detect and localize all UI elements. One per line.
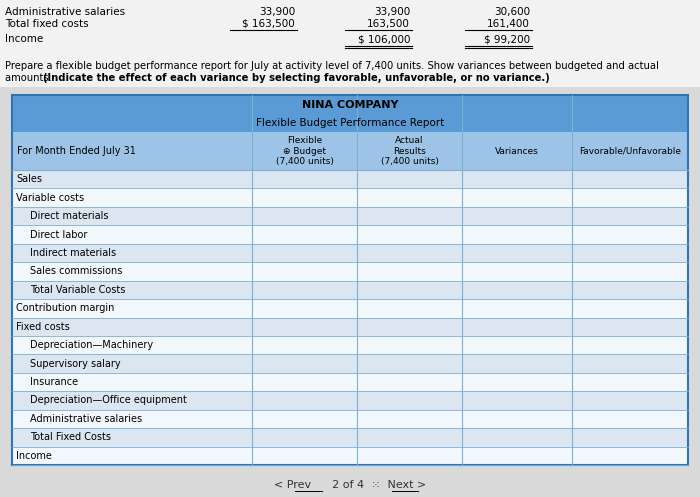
- Bar: [12, 95, 688, 465]
- Bar: [12, 299, 688, 318]
- Text: Income: Income: [16, 451, 52, 461]
- Text: 163,500: 163,500: [367, 19, 410, 29]
- Text: $ 163,500: $ 163,500: [242, 19, 295, 29]
- Text: Administrative salaries: Administrative salaries: [30, 414, 142, 424]
- Bar: [12, 244, 688, 262]
- Text: Depreciation—Office equipment: Depreciation—Office equipment: [30, 396, 187, 406]
- Text: Insurance: Insurance: [30, 377, 78, 387]
- Text: (Indicate the effect of each variance by selecting favorable, unfavorable, or no: (Indicate the effect of each variance by…: [43, 73, 550, 83]
- Text: Sales commissions: Sales commissions: [30, 266, 122, 276]
- Text: Administrative salaries: Administrative salaries: [5, 7, 125, 17]
- Text: Indirect materials: Indirect materials: [30, 248, 116, 258]
- Bar: [12, 225, 688, 244]
- Bar: [12, 318, 688, 336]
- Text: Favorable/Unfavorable: Favorable/Unfavorable: [579, 147, 681, 156]
- Bar: [0, 0, 700, 87]
- Text: Flexible
⊕ Budget
(7,400 units): Flexible ⊕ Budget (7,400 units): [276, 136, 333, 166]
- Text: Actual
Results
(7,400 units): Actual Results (7,400 units): [381, 136, 438, 166]
- Text: Income: Income: [5, 34, 43, 44]
- Text: Contribution margin: Contribution margin: [16, 303, 114, 313]
- Text: $ 106,000: $ 106,000: [358, 34, 410, 44]
- Text: Variances: Variances: [495, 147, 539, 156]
- Text: Flexible Budget Performance Report: Flexible Budget Performance Report: [256, 118, 444, 129]
- Text: Total fixed costs: Total fixed costs: [5, 19, 89, 29]
- Text: Direct labor: Direct labor: [30, 230, 88, 240]
- Text: 161,400: 161,400: [487, 19, 530, 29]
- Bar: [12, 132, 688, 170]
- Bar: [12, 188, 688, 207]
- Text: Prepare a flexible budget performance report for July at activity level of 7,400: Prepare a flexible budget performance re…: [5, 61, 659, 71]
- Text: 33,900: 33,900: [259, 7, 295, 17]
- Bar: [12, 373, 688, 391]
- Bar: [12, 447, 688, 465]
- Text: Sales: Sales: [16, 174, 42, 184]
- Bar: [12, 391, 688, 410]
- Bar: [12, 207, 688, 225]
- Bar: [12, 95, 688, 115]
- Text: Direct materials: Direct materials: [30, 211, 108, 221]
- Text: NINA COMPANY: NINA COMPANY: [302, 100, 398, 110]
- Bar: [12, 410, 688, 428]
- Text: 33,900: 33,900: [374, 7, 410, 17]
- Text: < Prev      2 of 4  ⁙  Next >: < Prev 2 of 4 ⁙ Next >: [274, 480, 426, 490]
- Bar: [12, 336, 688, 354]
- Text: $ 99,200: $ 99,200: [484, 34, 530, 44]
- Bar: [12, 170, 688, 188]
- Text: Total Variable Costs: Total Variable Costs: [30, 285, 125, 295]
- Bar: [12, 428, 688, 447]
- Bar: [12, 115, 688, 132]
- Text: Total Fixed Costs: Total Fixed Costs: [30, 432, 111, 442]
- Bar: [12, 281, 688, 299]
- Bar: [12, 354, 688, 373]
- Text: For Month Ended July 31: For Month Ended July 31: [17, 146, 136, 156]
- Text: Supervisory salary: Supervisory salary: [30, 359, 120, 369]
- Text: Fixed costs: Fixed costs: [16, 322, 70, 331]
- Text: Variable costs: Variable costs: [16, 193, 84, 203]
- Text: 30,600: 30,600: [494, 7, 530, 17]
- Text: amounts.: amounts.: [5, 73, 55, 83]
- Bar: [12, 95, 688, 465]
- Text: Depreciation—Machinery: Depreciation—Machinery: [30, 340, 153, 350]
- Bar: [12, 262, 688, 281]
